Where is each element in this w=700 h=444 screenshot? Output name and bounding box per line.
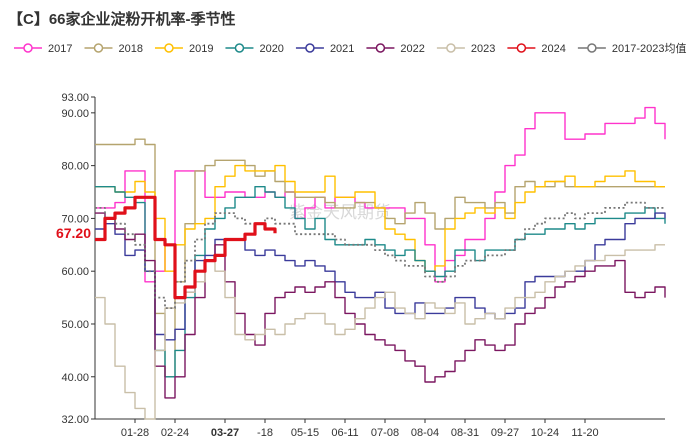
series-line-2017 — [95, 106, 666, 283]
y-tick-label: 80.00 — [61, 161, 89, 173]
legend-marker-2 — [164, 43, 174, 53]
x-tick-label: 05-15 — [291, 427, 319, 439]
legend-label-7: 2024 — [541, 43, 565, 55]
x-tick-label: 09-27 — [491, 427, 519, 439]
last-value-label: 67.20 — [56, 225, 91, 241]
y-tick-label: 32.00 — [61, 414, 89, 426]
legend-marker-8 — [587, 43, 597, 53]
x-tick-label: 08-31 — [451, 427, 479, 439]
x-tick-label: 08-04 — [411, 427, 439, 439]
x-tick-label: 06-11 — [331, 427, 358, 439]
series-line-2022 — [95, 212, 666, 399]
x-tick-label: 07-08 — [371, 427, 399, 439]
y-tick-label: 40.00 — [61, 372, 89, 384]
y-tick-label: 90.00 — [61, 108, 89, 120]
legend-marker-4 — [305, 43, 315, 53]
series-line-2018 — [95, 138, 665, 378]
y-tick-label: 60.00 — [61, 266, 89, 278]
legend-marker-3 — [234, 43, 245, 53]
x-tick-label: 01-28 — [121, 427, 149, 439]
chart-title: 【C】66家企业淀粉开机率-季节性 — [8, 11, 236, 28]
legend-label-1: 2018 — [118, 43, 142, 55]
y-tick-label: 50.00 — [61, 319, 89, 331]
x-tick-label: -18 — [257, 427, 273, 439]
legend-marker-7 — [516, 43, 527, 53]
legend-label-5: 2022 — [400, 43, 424, 55]
legend-label-6: 2023 — [471, 43, 495, 55]
series-line-2017-2023均值 — [95, 201, 665, 309]
series-line-2019 — [95, 164, 665, 272]
y-tick-label: 93.00 — [61, 92, 89, 104]
legend-label-4: 2021 — [330, 43, 354, 55]
x-tick-label: 11-20 — [571, 427, 598, 439]
x-tick-label: 02-24 — [161, 427, 189, 439]
y-tick-label: 70.00 — [61, 213, 89, 225]
legend-marker-1 — [93, 43, 104, 53]
legend-marker-6 — [446, 43, 456, 53]
legend-label-8: 2017-2023均值 — [612, 42, 687, 55]
legend-marker-5 — [375, 43, 386, 53]
legend-label-3: 2020 — [259, 43, 283, 55]
x-tick-label-current: 03-27 — [211, 427, 239, 439]
legend-label-0: 2017 — [48, 43, 72, 55]
x-tick-label: 10-24 — [531, 427, 559, 439]
series-line-2024 — [95, 195, 277, 300]
legend-marker-0 — [23, 43, 33, 53]
legend-label-2: 2019 — [189, 43, 213, 55]
